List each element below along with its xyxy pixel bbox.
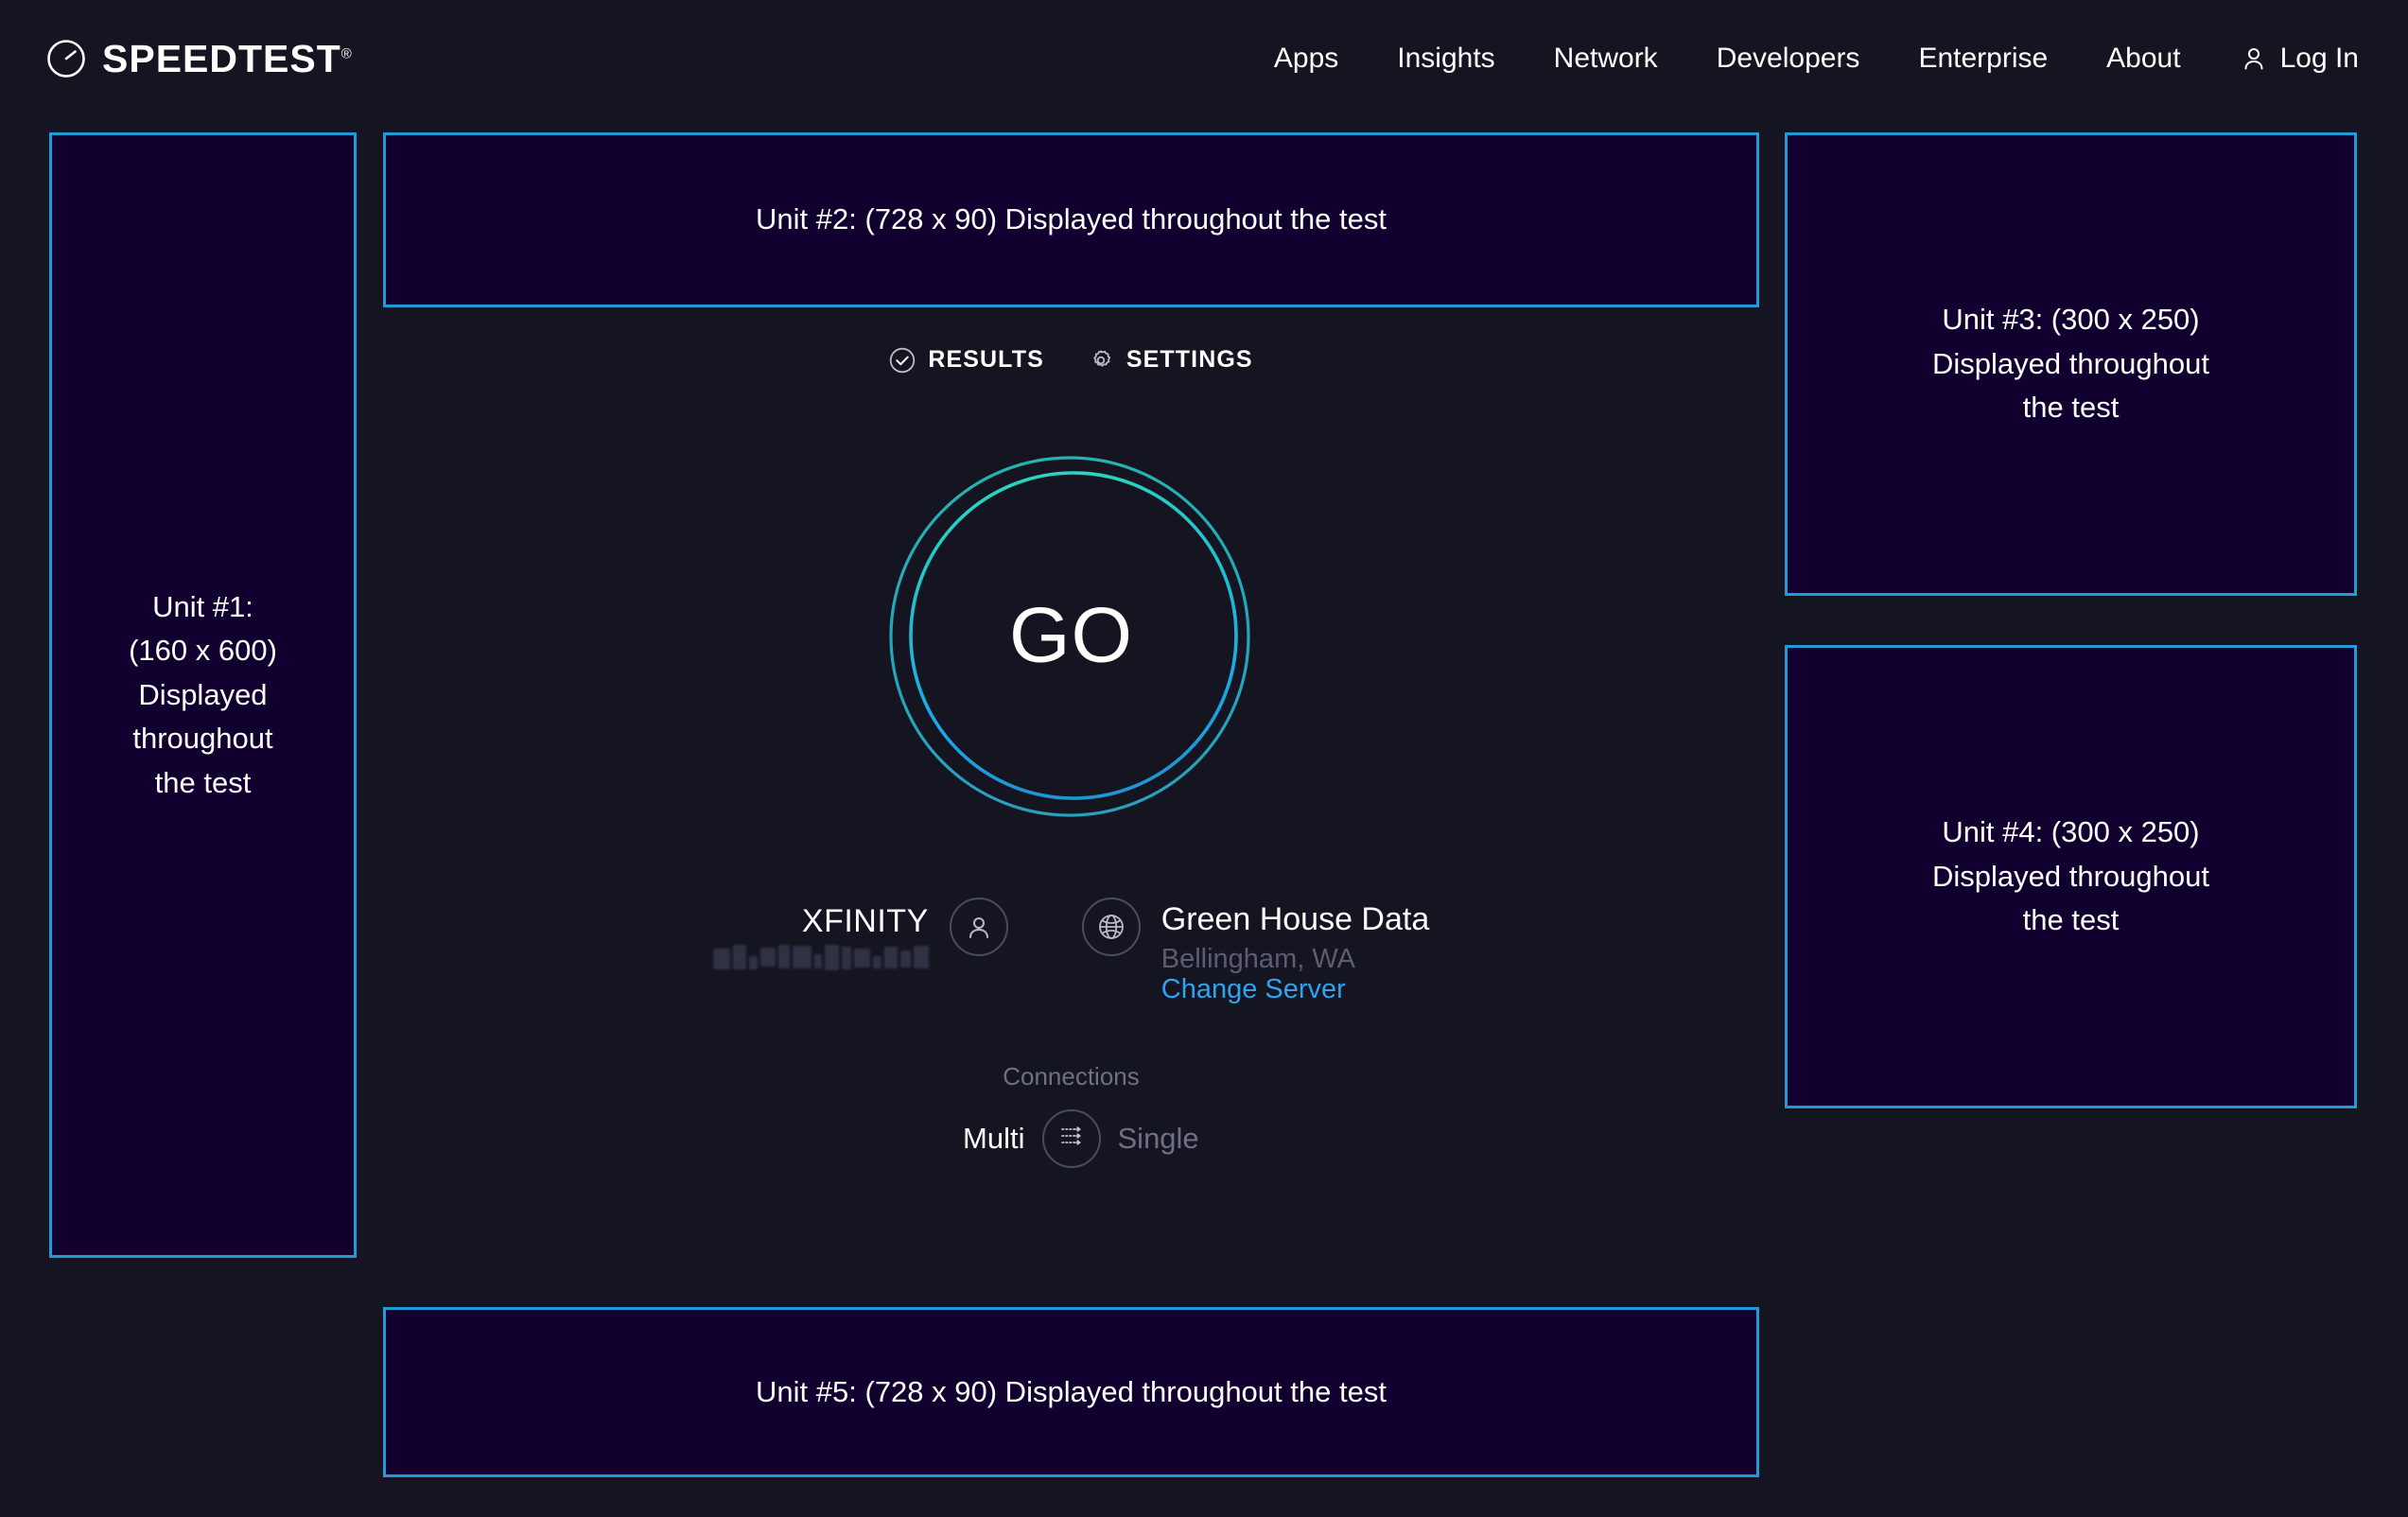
connections-label: Connections [1003,1061,1140,1090]
ad-unit-4[interactable]: Unit #4: (300 x 250) Displayed throughou… [1785,645,2357,1108]
nav-item-apps[interactable]: Apps [1273,43,1339,74]
ad-unit-2[interactable]: Unit #2: (728 x 90) Displayed throughout… [383,132,1759,307]
person-icon [2240,44,2268,73]
connections-section: Connections Multi Sin [383,1064,1759,1168]
isp-ip-address-redacted [712,945,929,973]
connections-switch-button[interactable] [1041,1108,1101,1168]
nav-item-insights[interactable]: Insights [1397,43,1495,74]
site-header: SPEEDTEST® Apps Insights Network Develop… [0,0,2408,131]
nav-item-network[interactable]: Network [1553,43,1658,74]
speedtest-logo[interactable]: SPEEDTEST® [45,38,353,79]
server-name: Green House Data [1160,901,1430,937]
isp-block: XFINITY [712,898,1008,973]
speedtest-panel: RESULTS SETTINGS [383,307,1759,1168]
connections-toggle: Multi Single [383,1108,1759,1168]
server-block: Green House Data Bellingham, WA Change S… [1081,898,1430,1005]
server-text: Green House Data Bellingham, WA Change S… [1161,898,1430,1005]
logo-wordmark: SPEEDTEST® [102,36,353,80]
isp-person-circle-icon[interactable] [949,898,1008,956]
speedometer-gauge-icon [45,38,87,79]
connections-single-option[interactable]: Single [1117,1121,1199,1155]
results-settings-toolbar: RESULTS SETTINGS [383,346,1759,374]
gear-icon [1088,347,1114,374]
server-location: Bellingham, WA [1160,944,1355,975]
nav-item-enterprise[interactable]: Enterprise [1918,43,2049,74]
results-label: RESULTS [928,346,1044,373]
main-navigation: Apps Insights Network Developers Enterpr… [1245,40,2359,78]
connections-multi-option[interactable]: Multi [963,1121,1025,1155]
go-button[interactable]: GO [887,450,1256,819]
change-server-link[interactable]: Change Server [1160,973,1346,1004]
ad-unit-1[interactable]: Unit #1: (160 x 600) Displayed throughou… [49,132,357,1258]
server-globe-circle-icon[interactable] [1081,898,1141,956]
isp-text: XFINITY [712,898,929,973]
isp-name: XFINITY [801,903,929,939]
isp-server-row: XFINITY [383,898,1759,1005]
settings-label: SETTINGS [1125,346,1253,373]
results-button[interactable]: RESULTS [889,346,1044,374]
ad-unit-3[interactable]: Unit #3: (300 x 250) Displayed throughou… [1785,132,2357,596]
settings-button[interactable]: SETTINGS [1088,346,1253,374]
login-button[interactable]: Log In [2210,43,2359,75]
nav-item-developers[interactable]: Developers [1716,43,1860,74]
login-label: Log In [2279,43,2359,74]
multi-arrows-icon [1056,1120,1088,1157]
ad-unit-5[interactable]: Unit #5: (728 x 90) Displayed throughout… [383,1307,1759,1477]
nav-item-about[interactable]: About [2106,43,2181,74]
check-circle-icon [889,347,916,374]
go-button-label: GO [1008,590,1134,679]
